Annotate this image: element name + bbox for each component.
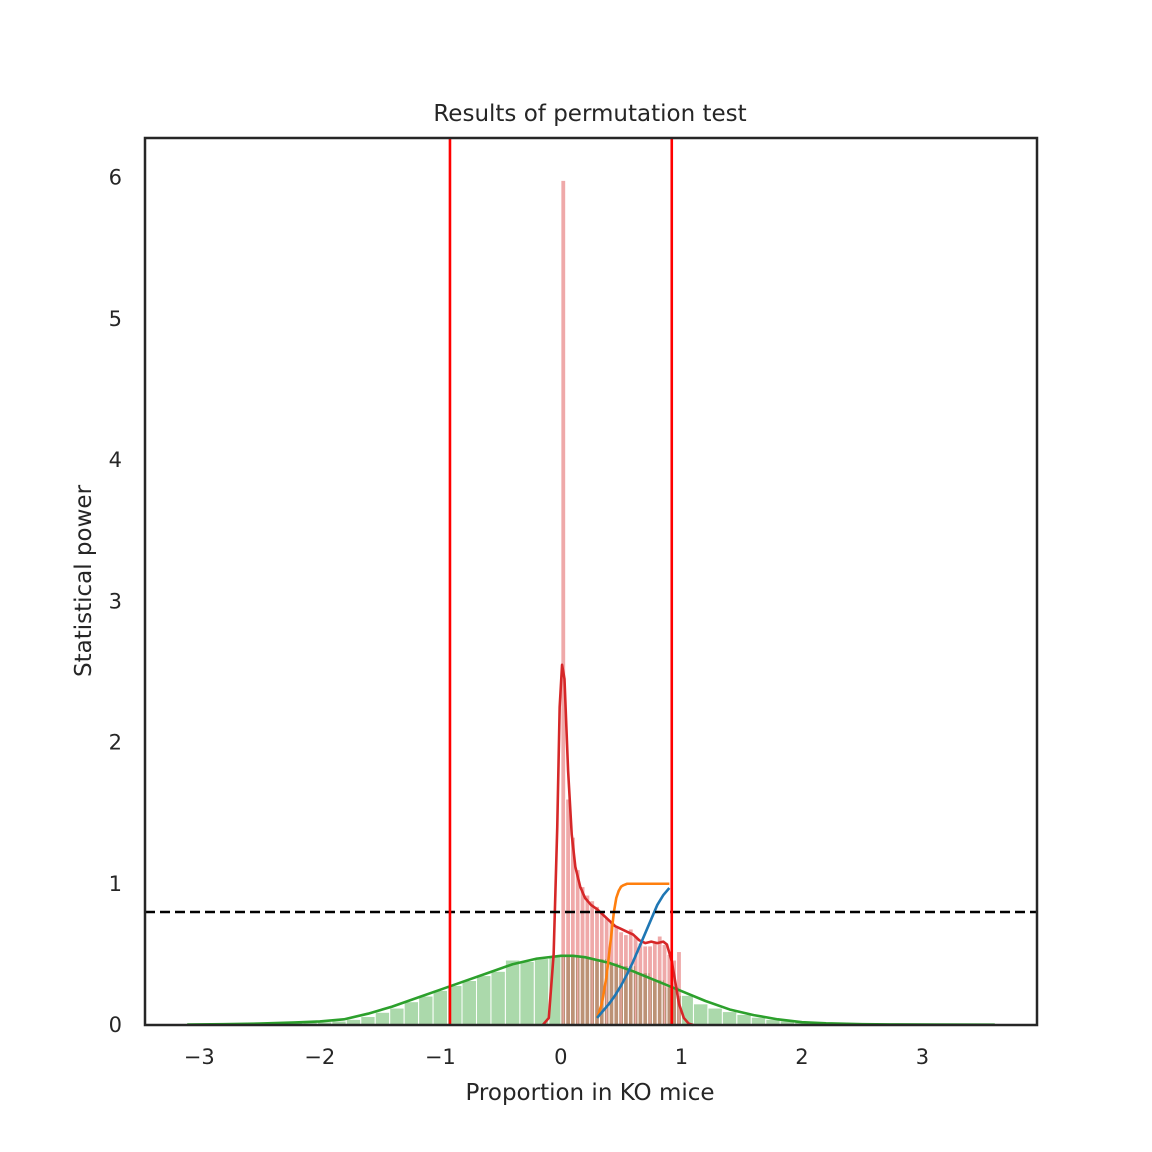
hist-bar-s0-35: [692, 1003, 709, 1026]
hist-bar-s0-24: [533, 958, 550, 1026]
x-tick-label: −1: [425, 1045, 456, 1069]
y-tick-label: 1: [109, 872, 122, 896]
tick-labels: −3 −2 −1 0 1 2 3 0 1 2 3 4 5 6: [109, 166, 930, 1069]
curve-line-4: [595, 882, 670, 1019]
hist-bar-s2-14: [627, 928, 634, 1026]
hist-bar-s0-15: [403, 1001, 420, 1026]
hist-bar-s0-14: [389, 1007, 405, 1026]
hist-bar-s2-0: [560, 179, 567, 1026]
hist-bar-s0-36: [707, 1007, 723, 1026]
axes-frame: [143, 136, 1039, 1027]
y-tick-label: 0: [109, 1013, 122, 1037]
hist-bar-s2-18: [647, 945, 653, 1026]
x-tick-label: 2: [795, 1045, 808, 1069]
hist-bar-s2-17: [642, 945, 649, 1026]
hist-bar-s2-6: [589, 900, 596, 1026]
hist-bar-s2-5: [584, 894, 591, 1026]
y-axis-label: Statistical power: [71, 484, 97, 677]
hist-bar-s0-13: [374, 1011, 391, 1026]
y-tick-label: 5: [109, 307, 122, 331]
x-tick-label: 1: [675, 1045, 688, 1069]
curve-kde-1: [187, 954, 995, 1027]
x-tick-label: 0: [554, 1045, 567, 1069]
x-tick-label: −2: [304, 1045, 335, 1069]
hist-bar-s0-23: [519, 960, 535, 1026]
hist-bar-s2-7: [594, 905, 600, 1026]
hist-bar-s2-16: [637, 942, 644, 1026]
hist-bar-s0-12: [360, 1016, 376, 1026]
hist-bar-s0-17: [432, 989, 449, 1026]
hist-bar-s0-38: [736, 1013, 752, 1026]
hist-bar-s2-12: [618, 931, 625, 1026]
chart-title: Results of permutation test: [433, 101, 746, 127]
hist-bar-s0-19: [461, 980, 477, 1026]
y-tick-label: 2: [109, 731, 122, 755]
hist-bar-s2-3: [574, 869, 581, 1026]
hist-bar-s0-37: [721, 1011, 738, 1026]
x-tick-label: −3: [184, 1045, 215, 1069]
hist-bar-s0-22: [504, 959, 521, 1026]
x-tick-label: 3: [916, 1045, 929, 1069]
y-tick-label: 6: [109, 166, 122, 190]
hist-bar-s0-16: [418, 995, 434, 1026]
y-tick-label: 3: [109, 589, 122, 613]
x-axis-label: Proportion in KO mice: [465, 1080, 714, 1106]
hist-bar-s0-20: [475, 975, 492, 1026]
hist-bar-s2-19: [651, 942, 658, 1026]
hist-bar-s2-11: [613, 925, 620, 1026]
hist-bar-s0-21: [490, 970, 506, 1026]
curve-line-5: [596, 887, 671, 1019]
y-tick-label: 4: [109, 448, 122, 472]
